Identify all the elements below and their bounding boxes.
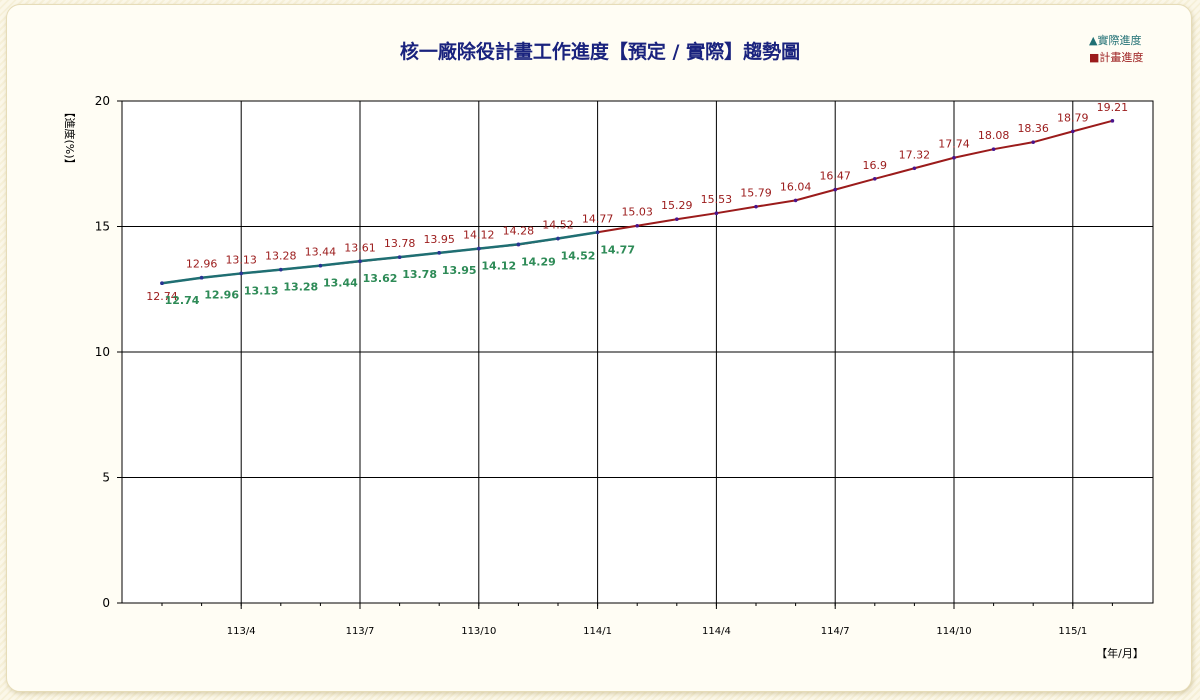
actual-data-label: 14.29 bbox=[521, 255, 556, 268]
planned-data-label: 14.12 bbox=[463, 229, 495, 242]
planned-point bbox=[675, 217, 679, 222]
x-tick-label: 113/10 bbox=[461, 626, 496, 637]
x-tick-label: 114/1 bbox=[583, 626, 612, 637]
x-tick-label: 114/10 bbox=[936, 626, 971, 637]
x-axis-label: 【年/月】 bbox=[1096, 646, 1144, 660]
planned-data-label: 16.9 bbox=[863, 159, 888, 172]
actual-data-label: 13.78 bbox=[402, 268, 437, 281]
actual-point bbox=[318, 263, 323, 268]
x-tick-label: 114/4 bbox=[702, 626, 731, 637]
planned-data-label: 13.78 bbox=[384, 237, 416, 250]
planned-point bbox=[1071, 129, 1075, 134]
series-line-actual bbox=[161, 231, 598, 285]
x-tick-label: 113/4 bbox=[227, 626, 256, 637]
planned-point bbox=[833, 187, 837, 192]
planned-data-label: 16.47 bbox=[819, 170, 851, 183]
actual-data-label: 14.77 bbox=[600, 243, 635, 256]
actual-point bbox=[437, 251, 442, 255]
legend-item-planned: ■計畫進度 bbox=[1089, 50, 1143, 64]
planned-point bbox=[952, 155, 956, 160]
planned-data-label: 18.79 bbox=[1057, 111, 1089, 124]
planned-data-label: 13.13 bbox=[225, 253, 257, 266]
planned-point bbox=[1110, 119, 1115, 123]
actual-point bbox=[516, 242, 521, 247]
planned-point bbox=[991, 147, 996, 151]
x-tick-label: 114/7 bbox=[821, 626, 850, 637]
actual-data-label: 13.28 bbox=[283, 281, 318, 294]
planned-data-label: 19.21 bbox=[1097, 101, 1129, 114]
actual-data-label: 13.62 bbox=[363, 272, 398, 285]
planned-data-label: 15.03 bbox=[621, 206, 653, 219]
y-tick-label: 5 bbox=[102, 471, 110, 485]
actual-data-label: 13.44 bbox=[323, 277, 358, 290]
actual-point bbox=[279, 267, 283, 272]
y-tick-label: 15 bbox=[95, 220, 110, 234]
legend-item-actual: ▲實際進度 bbox=[1089, 33, 1141, 47]
planned-data-label: 14.52 bbox=[542, 219, 574, 232]
planned-data-label: 12.96 bbox=[186, 258, 218, 271]
planned-data-label: 13.61 bbox=[344, 241, 376, 254]
planned-data-label: 14.28 bbox=[503, 225, 535, 238]
planned-data-label: 13.28 bbox=[265, 250, 297, 263]
planned-point bbox=[912, 166, 917, 171]
plot-area: 0 5 10 15 20 113/4 113/7 113/10 114/1 114/4 114/7 1… bbox=[95, 94, 1154, 637]
planned-point bbox=[754, 204, 758, 209]
planned-data-label: 18.08 bbox=[978, 129, 1010, 142]
y-axis-label: 【進度(%)】 bbox=[63, 106, 77, 169]
actual-data-label: 13.13 bbox=[244, 284, 279, 297]
planned-data-label: 15.29 bbox=[661, 199, 693, 212]
planned-data-label: 17.74 bbox=[938, 138, 970, 151]
actual-data-label: 12.96 bbox=[204, 289, 239, 302]
planned-data-label: 14.77 bbox=[582, 212, 614, 225]
planned-data-label: 13.95 bbox=[423, 233, 455, 246]
actual-point bbox=[556, 236, 560, 241]
planned-data-label: 17.32 bbox=[899, 148, 931, 161]
planned-data-label: 18.36 bbox=[1017, 122, 1049, 135]
planned-point bbox=[714, 211, 719, 215]
actual-point bbox=[595, 230, 600, 235]
actual-point bbox=[397, 255, 402, 259]
planned-data-label: 13.44 bbox=[305, 246, 337, 259]
actual-point bbox=[199, 275, 204, 280]
planned-point bbox=[635, 223, 639, 228]
actual-point bbox=[160, 281, 164, 286]
planned-point bbox=[873, 177, 877, 181]
planned-data-label: 15.79 bbox=[740, 187, 772, 200]
actual-point bbox=[358, 259, 362, 263]
planned-data-label: 12.74 bbox=[146, 290, 178, 303]
actual-data-label: 14.12 bbox=[481, 260, 516, 273]
legend: ▲實際進度 ■計畫進度 bbox=[1089, 33, 1143, 64]
x-tick-label: 115/1 bbox=[1058, 626, 1087, 637]
chart-title: 核一廠除役計畫工作進度【預定 / 實際】趨勢圖 bbox=[400, 40, 800, 63]
planned-data-label: 15.53 bbox=[701, 193, 733, 206]
actual-point bbox=[477, 246, 481, 251]
x-tick-label: 113/7 bbox=[346, 626, 375, 637]
actual-data-label: 13.95 bbox=[442, 264, 477, 277]
y-tick-label: 10 bbox=[95, 345, 110, 359]
planned-data-label: 16.04 bbox=[780, 180, 812, 193]
planned-point bbox=[793, 198, 798, 203]
planned-point bbox=[1031, 140, 1035, 144]
y-tick-label: 20 bbox=[95, 94, 110, 108]
actual-data-label: 14.52 bbox=[561, 250, 596, 263]
actual-point bbox=[239, 271, 243, 276]
y-tick-label: 0 bbox=[102, 596, 110, 610]
actual-data-label: 12.74 bbox=[165, 294, 200, 307]
